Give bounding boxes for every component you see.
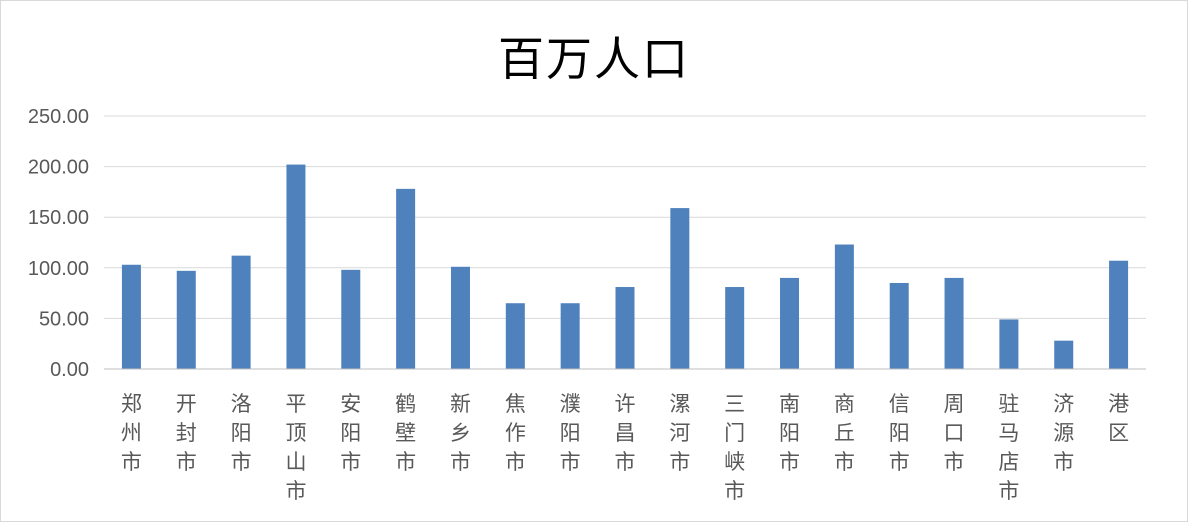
y-tick-label: 150.00 — [28, 207, 89, 229]
bar-10 — [615, 287, 635, 369]
bar-1 — [121, 264, 141, 369]
bar-17 — [999, 319, 1019, 369]
x-category-label: 濮阳市 — [560, 392, 581, 474]
bar-8 — [505, 303, 525, 369]
bar-9 — [560, 303, 580, 369]
bar-19 — [1109, 260, 1129, 369]
y-tick-label: 200.00 — [28, 157, 89, 179]
bar-18 — [1054, 340, 1074, 369]
x-category-label: 开封市 — [176, 392, 197, 474]
x-category-label: 港区 — [1108, 392, 1129, 445]
x-category-label: 商丘市 — [834, 392, 855, 474]
bar-7 — [450, 266, 470, 369]
x-category-label: 漯河市 — [669, 392, 690, 474]
bar-14 — [834, 244, 854, 369]
x-category-label: 平顶山市 — [285, 392, 306, 503]
x-category-label: 新乡市 — [450, 392, 471, 474]
bar-2 — [176, 270, 196, 369]
y-tick-label: 250.00 — [28, 106, 89, 128]
bar-6 — [396, 188, 416, 369]
bar-11 — [670, 208, 690, 369]
bar-3 — [231, 255, 251, 369]
bar-5 — [341, 269, 361, 369]
x-category-label: 济源市 — [1053, 392, 1074, 474]
y-tick-label: 0.00 — [50, 359, 89, 381]
x-category-label: 郑州市 — [121, 392, 142, 474]
x-category-label: 鹤壁市 — [395, 392, 416, 474]
y-tick-label: 100.00 — [28, 258, 89, 280]
chart-title: 百万人口 — [498, 32, 690, 86]
x-category-label: 安阳市 — [340, 392, 361, 474]
x-category-label: 信阳市 — [889, 392, 910, 474]
x-category-label: 周口市 — [944, 392, 965, 474]
x-category-label: 驻马店市 — [998, 392, 1019, 503]
bar-15 — [889, 282, 909, 369]
x-category-label: 洛阳市 — [231, 392, 252, 474]
x-category-label: 南阳市 — [779, 392, 800, 474]
bar-4 — [286, 164, 306, 369]
y-tick-label: 50.00 — [39, 308, 89, 330]
x-category-label: 焦作市 — [505, 392, 526, 474]
x-category-label: 许昌市 — [615, 392, 636, 474]
bar-13 — [780, 277, 800, 369]
bar-16 — [944, 277, 964, 369]
x-category-label: 三门峡市 — [724, 392, 745, 503]
bar-12 — [725, 287, 745, 369]
